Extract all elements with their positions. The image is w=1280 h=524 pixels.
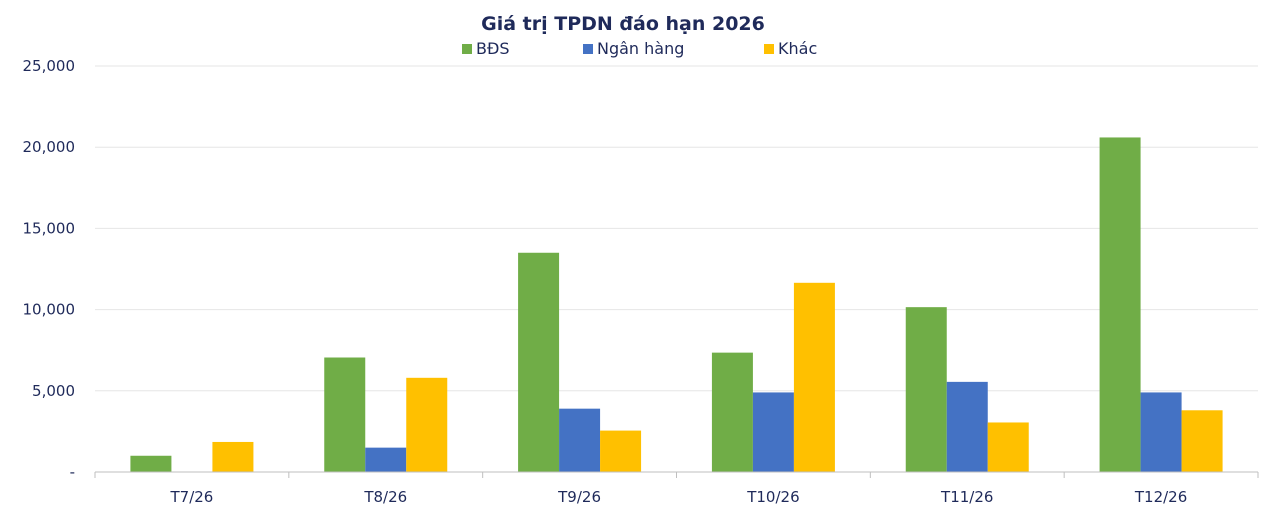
bar bbox=[518, 252, 560, 472]
x-tick-label: T11/26 bbox=[940, 488, 993, 506]
y-tick-label: 20,000 bbox=[23, 138, 76, 156]
x-axis: T7/26 T8/26 T9/26 T10/26 T11/26 T12/26 bbox=[94, 471, 1259, 506]
legend-label: BĐS bbox=[476, 39, 510, 58]
y-tick-label: 15,000 bbox=[23, 219, 76, 237]
bar bbox=[1181, 410, 1223, 472]
x-tick-label: T7/26 bbox=[169, 488, 213, 506]
legend-label: Khác bbox=[778, 39, 817, 58]
bar bbox=[1140, 392, 1182, 472]
legend-label: Ngân hàng bbox=[597, 39, 684, 58]
bar bbox=[1099, 137, 1141, 472]
bar bbox=[130, 455, 172, 472]
x-tick-label: T8/26 bbox=[363, 488, 407, 506]
bar bbox=[365, 447, 407, 472]
bar bbox=[559, 408, 601, 472]
bar bbox=[946, 381, 988, 472]
x-tick-label: T9/26 bbox=[557, 488, 601, 506]
bar bbox=[793, 282, 835, 472]
x-tick-label: T10/26 bbox=[746, 488, 799, 506]
y-tick-label: 25,000 bbox=[23, 57, 76, 75]
bar bbox=[406, 377, 448, 472]
legend-swatch bbox=[462, 44, 472, 54]
y-axis-ticks: - 5,000 10,000 15,000 20,000 25,000 bbox=[23, 57, 76, 481]
y-tick-label: 10,000 bbox=[23, 301, 76, 319]
bar bbox=[711, 352, 753, 472]
chart-title: Giá trị TPDN đáo hạn 2026 bbox=[481, 13, 765, 35]
legend-swatch bbox=[764, 44, 774, 54]
gridlines bbox=[95, 65, 1258, 392]
chart-legend: BĐS Ngân hàng Khác bbox=[462, 39, 817, 58]
y-tick-label: - bbox=[70, 463, 75, 481]
bar bbox=[212, 441, 254, 472]
bar bbox=[987, 422, 1029, 472]
bar-group bbox=[130, 137, 1223, 472]
bar bbox=[905, 307, 947, 472]
legend-swatch bbox=[583, 44, 593, 54]
x-tick-label: T12/26 bbox=[1134, 488, 1187, 506]
bar bbox=[600, 430, 642, 472]
y-tick-label: 5,000 bbox=[32, 382, 75, 400]
bar bbox=[752, 392, 794, 472]
bar bbox=[324, 357, 366, 472]
